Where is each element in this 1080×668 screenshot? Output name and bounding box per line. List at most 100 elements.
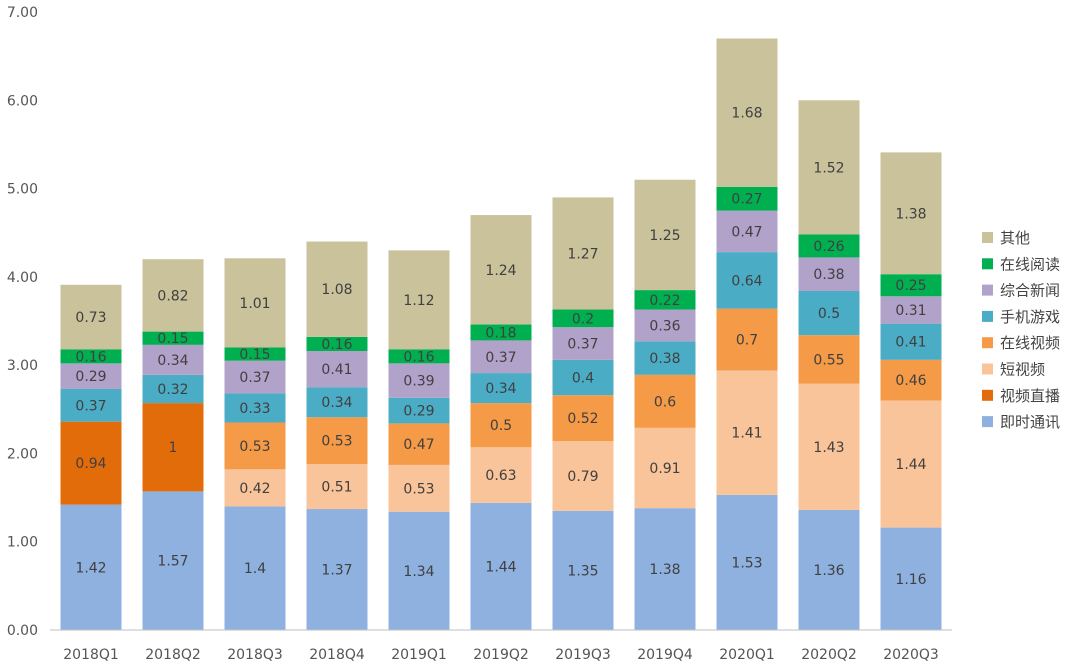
bar-segment <box>306 336 368 352</box>
bar-segment <box>224 347 286 361</box>
bar-segment <box>388 423 450 465</box>
legend-label: 即时通讯 <box>1000 413 1060 431</box>
data-label: 1.35 <box>567 563 598 579</box>
legend-label: 综合新闻 <box>1000 282 1060 300</box>
bar-segment <box>552 510 614 630</box>
y-tick-label: 0.00 <box>7 623 38 639</box>
data-label: 0.53 <box>321 434 352 450</box>
y-tick-label: 7.00 <box>7 5 38 21</box>
data-label: 0.79 <box>567 469 598 485</box>
bar-segment <box>552 395 614 442</box>
bar-segment <box>142 374 204 404</box>
data-label: 1.52 <box>813 160 844 176</box>
bar-segment <box>880 359 942 401</box>
bar-segment <box>798 257 860 291</box>
bar-segment <box>60 363 122 389</box>
y-tick-label: 4.00 <box>7 270 38 286</box>
x-tick-label: 2019Q3 <box>555 647 611 663</box>
bar-segment <box>798 100 860 235</box>
data-label: 0.33 <box>239 401 270 417</box>
bar-segment <box>716 370 778 495</box>
data-label: 0.31 <box>895 303 926 319</box>
data-label: 0.34 <box>157 353 188 369</box>
bar-segment <box>634 309 696 342</box>
bar-segment <box>798 234 860 258</box>
legend-swatch <box>982 232 993 243</box>
data-label: 0.63 <box>485 468 516 484</box>
bar-segment <box>224 469 286 507</box>
data-label: 1.38 <box>895 206 926 222</box>
legend-label: 视频直播 <box>1000 387 1060 405</box>
legend-label: 手机游戏 <box>1000 308 1060 326</box>
bar-segment <box>552 197 614 310</box>
data-label: 0.51 <box>321 480 352 496</box>
data-label: 1.42 <box>75 560 106 576</box>
data-label: 1.68 <box>731 106 762 122</box>
bar-segment <box>60 284 122 350</box>
bar-segment <box>880 400 942 528</box>
bar-segment <box>388 397 450 424</box>
x-tick-label: 2020Q3 <box>883 647 939 663</box>
bar-segment <box>306 417 368 465</box>
x-tick-label: 2020Q2 <box>801 647 857 663</box>
bar-segment <box>306 241 368 337</box>
data-label: 1.4 <box>244 561 266 577</box>
y-tick-label: 2.00 <box>7 446 38 462</box>
data-label: 0.82 <box>157 288 188 304</box>
data-label: 0.41 <box>321 362 352 378</box>
bar-segment <box>224 258 286 348</box>
data-label: 1.12 <box>403 293 434 309</box>
data-label: 0.47 <box>731 224 762 240</box>
bar-segment <box>880 296 942 324</box>
bar-segment <box>388 464 450 512</box>
bar-segment <box>634 290 696 310</box>
data-label: 0.29 <box>75 369 106 385</box>
data-label: 0.25 <box>895 278 926 294</box>
bar-segment <box>470 340 532 374</box>
data-label: 0.37 <box>485 350 516 366</box>
data-label: 1.27 <box>567 246 598 262</box>
data-label: 1.37 <box>321 563 352 579</box>
bar-segment <box>388 349 450 364</box>
bar-segment <box>798 335 860 384</box>
data-label: 1.08 <box>321 282 352 298</box>
bar-segment <box>60 421 122 505</box>
legend-label: 在线阅读 <box>1000 255 1060 273</box>
data-label: 0.26 <box>813 239 844 255</box>
data-label: 1 <box>169 440 178 456</box>
data-label: 0.22 <box>649 293 680 309</box>
x-tick-label: 2019Q4 <box>637 647 693 663</box>
bar-segment <box>306 464 368 510</box>
bar-segment <box>552 359 614 396</box>
data-label: 0.36 <box>649 318 680 334</box>
data-label: 1.16 <box>895 572 926 588</box>
y-tick-label: 5.00 <box>7 182 38 198</box>
legend-label: 在线视频 <box>1000 334 1060 352</box>
bar-segment <box>716 186 778 211</box>
bar-segment <box>880 527 942 630</box>
bar-segment <box>142 403 204 492</box>
bar-segment <box>634 341 696 375</box>
legend-swatch <box>982 310 993 322</box>
data-label: 0.38 <box>813 267 844 283</box>
bar-segment <box>880 323 942 360</box>
data-label: 1.57 <box>157 554 188 570</box>
x-tick-label: 2020Q1 <box>719 647 775 663</box>
data-label: 0.42 <box>239 481 270 497</box>
data-label: 0.2 <box>572 311 594 327</box>
x-tick-label: 2018Q3 <box>227 647 283 663</box>
legend-swatch <box>982 363 993 375</box>
data-label: 0.27 <box>731 192 762 208</box>
y-tick-label: 6.00 <box>7 93 38 109</box>
bar-segment <box>388 250 450 350</box>
legend-swatch <box>982 337 993 349</box>
data-label: 0.55 <box>813 352 844 368</box>
data-label: 0.37 <box>567 337 598 353</box>
data-label: 1.01 <box>239 296 270 312</box>
data-label: 1.36 <box>813 563 844 579</box>
bar-segment <box>60 388 122 422</box>
bar-segment <box>552 309 614 328</box>
legend-label: 其他 <box>1000 229 1030 247</box>
data-label: 0.64 <box>731 273 762 289</box>
bar-segment <box>224 393 286 423</box>
